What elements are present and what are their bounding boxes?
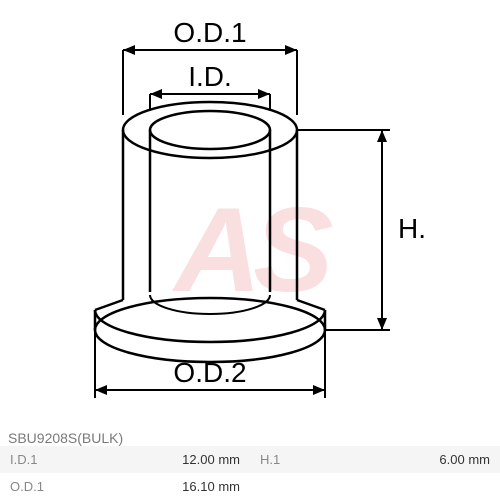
spec-row: I.D.1 12.00 mm H.1 6.00 mm bbox=[0, 446, 500, 473]
spec-value: 12.00 mm bbox=[91, 446, 250, 473]
spec-label: O.D.1 bbox=[0, 473, 91, 500]
part-number: SBU9208S(BULK) bbox=[8, 430, 123, 446]
spec-value bbox=[341, 473, 500, 500]
h-label: H. bbox=[398, 213, 426, 244]
spec-label: H.1 bbox=[250, 446, 341, 473]
id-label: I.D. bbox=[188, 61, 232, 92]
h-dimension: H. bbox=[297, 130, 426, 330]
od1-label: O.D.1 bbox=[173, 20, 246, 48]
spec-value: 16.10 mm bbox=[91, 473, 250, 500]
od2-label: O.D.2 bbox=[173, 357, 246, 388]
bushing-body bbox=[95, 102, 325, 362]
spec-label bbox=[250, 473, 341, 500]
spec-row: O.D.1 16.10 mm bbox=[0, 473, 500, 500]
bushing-diagram: O.D.1 I.D. bbox=[60, 20, 460, 425]
spec-label: I.D.1 bbox=[0, 446, 91, 473]
spec-table: I.D.1 12.00 mm H.1 6.00 mm O.D.1 16.10 m… bbox=[0, 446, 500, 500]
spec-value: 6.00 mm bbox=[341, 446, 500, 473]
od2-dimension: O.D.2 bbox=[95, 330, 325, 398]
